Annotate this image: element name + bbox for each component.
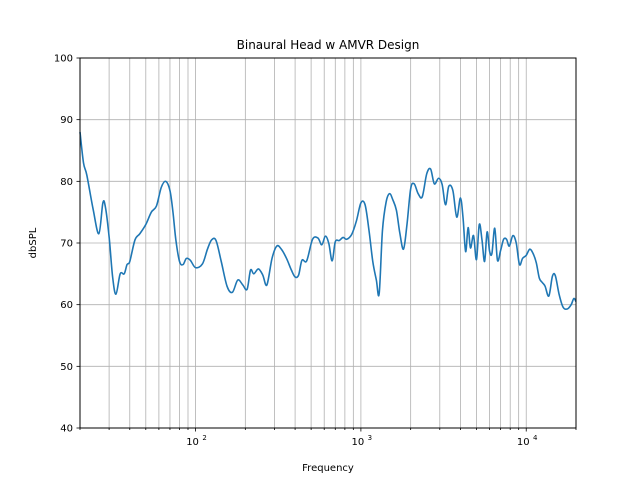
x-axis-label: Frequency — [302, 463, 354, 474]
series-line — [79, 131, 577, 311]
y-tick-label: 60 — [60, 300, 73, 311]
y-tick-label: 40 — [60, 424, 73, 435]
y-tick-label: 90 — [60, 115, 73, 126]
y-tick-label: 80 — [60, 177, 73, 188]
x-tick-label: 10 — [352, 437, 365, 448]
chart-title: Binaural Head w AMVR Design — [237, 38, 420, 52]
x-tick-label: 10 — [517, 437, 530, 448]
x-tick-exponent: 4 — [533, 434, 538, 442]
y-tick-label: 50 — [60, 362, 73, 373]
y-axis-label: dbSPL — [28, 227, 39, 258]
y-tick-label: 100 — [54, 54, 73, 65]
x-tick-label: 10 — [186, 437, 199, 448]
x-tick-exponent: 2 — [202, 434, 206, 442]
series-line-group — [79, 131, 577, 311]
x-tick-exponent: 3 — [368, 434, 372, 442]
y-tick-label: 70 — [60, 239, 73, 250]
